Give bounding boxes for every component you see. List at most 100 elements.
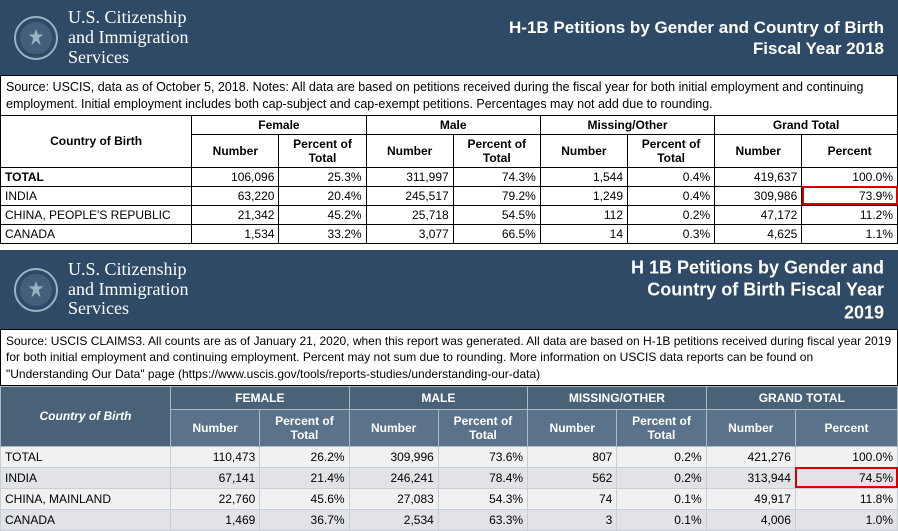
- eagle-icon: [25, 27, 47, 49]
- agency-line3: Services: [68, 48, 188, 68]
- cell: 66.5%: [453, 224, 540, 243]
- sub-pct: Percent of Total: [260, 409, 349, 446]
- cell: 0.1%: [617, 509, 706, 530]
- report1-table: Country of Birth Female Male Missing/Oth…: [0, 115, 898, 244]
- group-male: MALE: [349, 386, 528, 409]
- cell: 4,006: [706, 509, 795, 530]
- sub-number: Number: [706, 409, 795, 446]
- cell: 26.2%: [260, 446, 349, 467]
- cell: 73.9%: [802, 186, 898, 205]
- group-header-row: Country of Birth Female Male Missing/Oth…: [1, 115, 898, 134]
- cell: 0.1%: [617, 488, 706, 509]
- cell: 106,096: [192, 167, 279, 186]
- cell: INDIA: [1, 186, 192, 205]
- table-row: INDIA63,22020.4%245,51779.2%1,2490.4%309…: [1, 186, 898, 205]
- cell: 309,996: [349, 446, 438, 467]
- cell: 309,986: [715, 186, 802, 205]
- cell: 54.5%: [453, 205, 540, 224]
- cell: CANADA: [1, 224, 192, 243]
- cell: 419,637: [715, 167, 802, 186]
- cell: 45.2%: [279, 205, 366, 224]
- cell: 421,276: [706, 446, 795, 467]
- cell: 311,997: [366, 167, 453, 186]
- cell: CHINA, PEOPLE'S REPUBLIC: [1, 205, 192, 224]
- cell: 0.2%: [628, 205, 715, 224]
- cell: 20.4%: [279, 186, 366, 205]
- cell: 78.4%: [438, 467, 527, 488]
- table-row: CHINA, MAINLAND22,76045.6%27,08354.3%740…: [1, 488, 898, 509]
- agency-line2: and Immigration: [68, 280, 188, 300]
- cell: 49,917: [706, 488, 795, 509]
- cell: 246,241: [349, 467, 438, 488]
- cell: 22,760: [171, 488, 260, 509]
- report2-header: U.S. Citizenship and Immigration Service…: [0, 250, 898, 329]
- cell: 562: [528, 467, 617, 488]
- cell: 45.6%: [260, 488, 349, 509]
- cell: 47,172: [715, 205, 802, 224]
- group-female: FEMALE: [171, 386, 350, 409]
- cell: 74.3%: [453, 167, 540, 186]
- group-male: Male: [366, 115, 540, 134]
- sub-number: Number: [171, 409, 260, 446]
- uscis-seal-icon: [14, 16, 58, 60]
- agency-line1: U.S. Citizenship: [68, 8, 188, 28]
- sub-percent: Percent: [795, 409, 897, 446]
- cell: 11.2%: [802, 205, 898, 224]
- cell: 100.0%: [795, 446, 897, 467]
- cell: 63.3%: [438, 509, 527, 530]
- cell: 1,534: [192, 224, 279, 243]
- cell: 21,342: [192, 205, 279, 224]
- cell: 67,141: [171, 467, 260, 488]
- table-row: CHINA, PEOPLE'S REPUBLIC21,34245.2%25,71…: [1, 205, 898, 224]
- report2-title: H 1B Petitions by Gender and Country of …: [631, 256, 884, 324]
- cell: 1,544: [540, 167, 627, 186]
- report1-header: U.S. Citizenship and Immigration Service…: [0, 0, 898, 75]
- group-missing: Missing/Other: [540, 115, 714, 134]
- cell: 21.4%: [260, 467, 349, 488]
- group-header-row: Country of Birth FEMALE MALE MISSING/OTH…: [1, 386, 898, 409]
- report1-source-note: Source: USCIS, data as of October 5, 201…: [0, 75, 898, 115]
- cell: 0.4%: [628, 186, 715, 205]
- cell: TOTAL: [1, 167, 192, 186]
- sub-pct: Percent of Total: [279, 134, 366, 167]
- cell: 3: [528, 509, 617, 530]
- cell: 4,625: [715, 224, 802, 243]
- cell: 73.6%: [438, 446, 527, 467]
- table-row: INDIA67,14121.4%246,24178.4%5620.2%313,9…: [1, 467, 898, 488]
- group-female: Female: [192, 115, 366, 134]
- report1-title-l1: H-1B Petitions by Gender and Country of …: [509, 16, 884, 37]
- table-row: TOTAL110,47326.2%309,99673.6%8070.2%421,…: [1, 446, 898, 467]
- cell: TOTAL: [1, 446, 171, 467]
- table-row: CANADA1,46936.7%2,53463.3%30.1%4,0061.0%: [1, 509, 898, 530]
- cell: 25.3%: [279, 167, 366, 186]
- cell: 100.0%: [802, 167, 898, 186]
- table-row: CANADA1,53433.2%3,07766.5%140.3%4,6251.1…: [1, 224, 898, 243]
- report2-source-note: Source: USCIS CLAIMS3. All counts are as…: [0, 329, 898, 386]
- cell: 11.8%: [795, 488, 897, 509]
- sub-pct: Percent of Total: [453, 134, 540, 167]
- report2-title-l2: Country of Birth Fiscal Year: [631, 278, 884, 301]
- sub-pct: Percent of Total: [617, 409, 706, 446]
- cell: 79.2%: [453, 186, 540, 205]
- cell: 245,517: [366, 186, 453, 205]
- sub-number: Number: [528, 409, 617, 446]
- cell: 0.3%: [628, 224, 715, 243]
- cell: 1,469: [171, 509, 260, 530]
- report2-title-l3: 2019: [631, 301, 884, 324]
- sub-number: Number: [366, 134, 453, 167]
- sub-percent: Percent: [802, 134, 898, 167]
- cell: 54.3%: [438, 488, 527, 509]
- sub-pct: Percent of Total: [628, 134, 715, 167]
- cell: 36.7%: [260, 509, 349, 530]
- table-row: TOTAL106,09625.3%311,99774.3%1,5440.4%41…: [1, 167, 898, 186]
- cell: 14: [540, 224, 627, 243]
- uscis-seal-icon: [14, 268, 58, 312]
- cell: INDIA: [1, 467, 171, 488]
- cell: 1.1%: [802, 224, 898, 243]
- agency-line3: Services: [68, 299, 188, 319]
- col-country: Country of Birth: [1, 115, 192, 167]
- report1-title: H-1B Petitions by Gender and Country of …: [509, 16, 884, 59]
- group-missing: MISSING/OTHER: [528, 386, 707, 409]
- cell: 1.0%: [795, 509, 897, 530]
- cell: 0.4%: [628, 167, 715, 186]
